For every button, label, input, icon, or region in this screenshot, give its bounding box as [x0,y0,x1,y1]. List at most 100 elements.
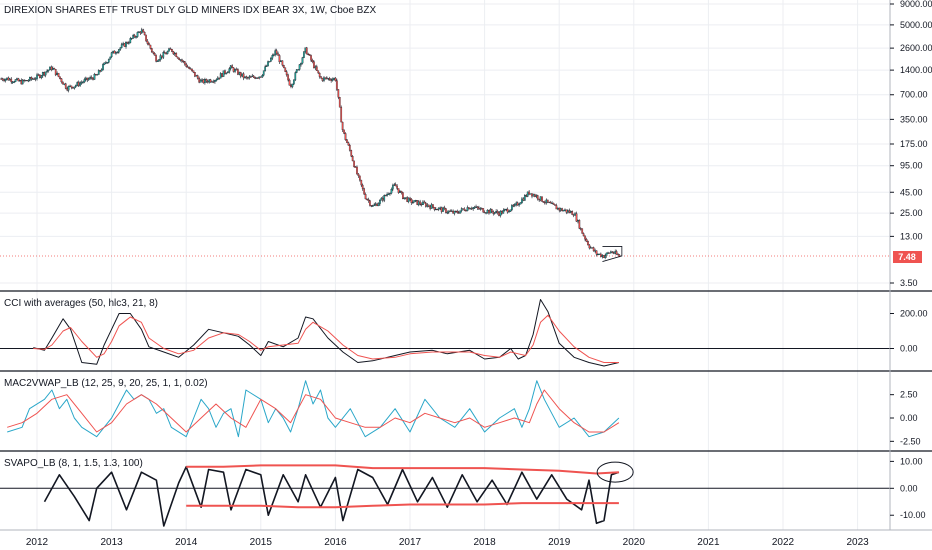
candle-body [148,43,150,46]
candle-body [331,79,334,81]
candle-body [320,76,322,79]
candle-body [54,69,57,76]
candle-body [353,160,355,168]
candle-body [381,197,384,201]
candle-body [251,75,254,77]
candle-body [270,58,272,62]
candle-body [327,78,330,80]
candle-body [17,78,20,82]
candle-body [191,68,193,71]
candle-body [186,66,189,68]
series-line [7,380,620,438]
candle-body [423,201,426,204]
candle-body [433,206,436,210]
candle-body [215,79,218,81]
candle-body [387,193,390,195]
candle-body [216,77,219,80]
candle-body [528,191,530,195]
candle-body [155,55,157,62]
series-line [7,389,620,433]
candle-body [495,211,497,213]
candle-body [604,255,607,258]
mac2vwap-pane [7,380,620,438]
candle-body [503,209,506,211]
candle-body [455,210,457,213]
candle-body [321,78,324,81]
candle-body [192,70,195,73]
candle-body [234,69,236,72]
candle-body [452,210,454,214]
candle-body [558,207,561,211]
candle-body [440,207,443,212]
candle-body [290,85,292,87]
candle-body [506,208,509,213]
candle-body [518,204,520,206]
candle-body [508,211,510,213]
candle-body [403,197,406,200]
candle-body [595,250,598,255]
candle-body [229,65,232,69]
candle-body [492,211,495,214]
candle-body [105,62,107,64]
candle-body [531,193,533,197]
candle-body [82,81,84,83]
candle-body [367,199,370,201]
candle-body [76,82,79,86]
y-tick-label: 3.50 [900,278,918,288]
candle-body [158,59,160,62]
candle-body [34,78,37,80]
candle-body [305,47,308,55]
candle-body [591,247,594,249]
candle-body [529,193,532,195]
candle-body [7,77,10,81]
price-pane-title: DIREXION SHARES ETF TRUST DLY GLD MINERS… [4,5,376,16]
svapo-pane [0,461,890,527]
candle-body [280,60,282,63]
candle-body [264,66,267,71]
candle-body [427,204,430,207]
candle-body [470,208,473,210]
series-line [186,502,619,509]
candle-body [393,184,396,186]
candle-body [404,197,407,199]
candle-body [482,208,485,213]
candle-body [46,70,48,73]
candle-body [248,76,251,79]
candle-body [376,203,378,207]
candle-body [357,173,360,177]
candle-body [512,205,515,207]
candle-body [212,81,215,83]
candle-body [62,81,64,85]
y-tick-label: 200.00 [900,309,928,319]
candle-body [399,191,401,193]
candle-body [308,54,311,56]
candle-body [549,202,552,204]
candle-body [128,42,130,44]
candle-body [20,80,23,85]
candle-body [439,207,442,209]
candle-body [356,166,358,175]
candle-body [488,209,490,214]
candle-body [472,207,475,209]
candle-body [410,199,413,203]
candle-body [341,121,344,131]
candle-body [139,31,142,34]
candle-body [113,50,116,54]
candle-body [126,42,129,44]
candle-body [162,52,165,58]
candle-body [221,73,223,77]
y-tick-label: 2600.00 [900,43,932,53]
candle-body [333,77,335,80]
candle-body [443,207,446,209]
candle-body [115,52,117,54]
candle-body [409,197,411,200]
candle-body [456,211,459,213]
candle-body [195,75,198,77]
candle-body [254,77,256,79]
candle-body [515,202,518,205]
candle-body [499,211,502,216]
candle-body [597,253,599,256]
candle-body [149,44,152,49]
candle-body [237,69,239,75]
